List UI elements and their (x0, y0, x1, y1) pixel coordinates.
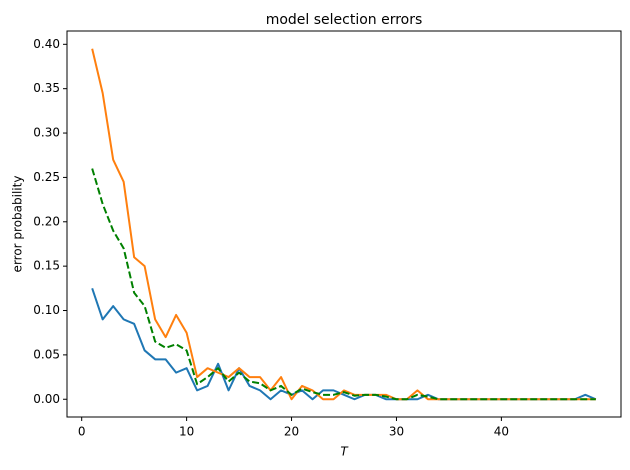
plot-frame (66, 30, 622, 418)
y-tick-label: 0.25 (33, 170, 60, 184)
x-tick-label: 10 (179, 425, 194, 439)
x-tick-label: 0 (78, 425, 86, 439)
x-tick-label: 30 (389, 425, 404, 439)
y-tick-label: 0.00 (33, 392, 60, 406)
series-line (91, 168, 596, 401)
y-tick-label: 0.20 (33, 214, 60, 228)
y-tick-label: 0.30 (33, 126, 60, 140)
series-line (91, 288, 597, 401)
x-tick-label: 40 (494, 425, 509, 439)
y-tick-label: 0.40 (33, 37, 60, 51)
chart-title: model selection errors (266, 12, 423, 28)
x-tick-label: 20 (284, 425, 299, 439)
y-tick-label: 0.10 (33, 303, 60, 317)
y-axis-label: error probability (11, 176, 25, 273)
y-tick-label: 0.05 (33, 347, 60, 361)
x-axis-label: T (340, 445, 349, 459)
y-tick-label: 0.35 (33, 81, 60, 95)
y-tick-label: 0.15 (33, 259, 60, 273)
